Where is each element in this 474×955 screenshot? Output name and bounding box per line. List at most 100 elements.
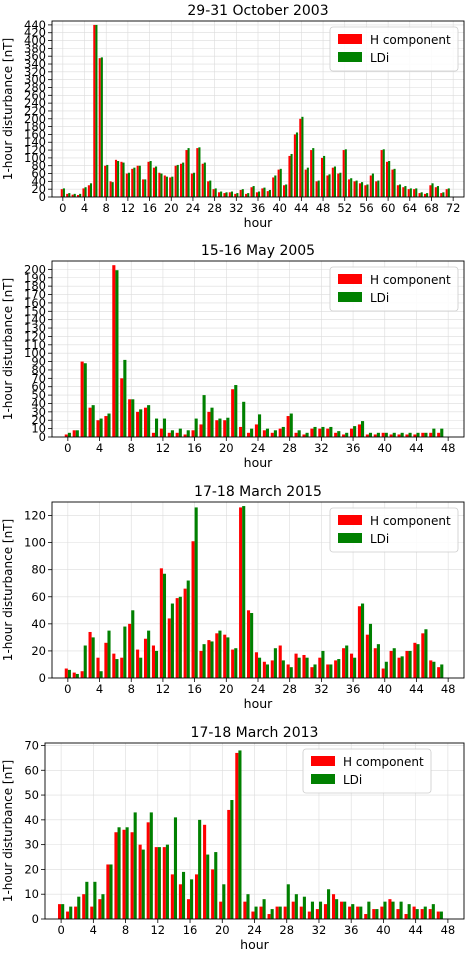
bar-h-component	[87, 185, 90, 197]
y-tick-label: 80	[31, 159, 46, 173]
bar-h-component	[88, 407, 92, 437]
bar-h-component	[413, 434, 417, 437]
bar-ldi	[218, 630, 222, 678]
bar-ldi	[242, 506, 246, 678]
y-axis-label: 1-hour disturbance [nT]	[1, 519, 15, 661]
bar-ldi	[75, 673, 79, 678]
x-tick-label: 8	[103, 201, 110, 215]
bar-h-component	[337, 173, 340, 197]
bar-h-component	[365, 634, 369, 678]
bar-ldi	[133, 812, 137, 919]
bar-h-component	[353, 181, 356, 197]
x-tick-label: 36	[346, 441, 361, 455]
bar-h-component	[217, 192, 221, 197]
x-tick-label: 20	[215, 923, 230, 937]
bar-ldi	[329, 664, 333, 678]
bar-ldi	[202, 395, 206, 437]
bar-h-component	[235, 752, 239, 919]
bar-ldi	[416, 644, 420, 678]
bar-h-component	[326, 664, 330, 678]
legend: H component LDi	[329, 26, 459, 72]
bar-h-component	[162, 847, 166, 919]
y-tick-label: 200	[24, 112, 46, 126]
bar-h-component	[381, 668, 385, 678]
bar-ldi	[198, 819, 202, 919]
x-tick-label: 32	[312, 923, 327, 937]
x-tick-label: 32	[314, 682, 329, 696]
bar-ldi	[99, 671, 103, 678]
bar-ldi	[141, 849, 145, 919]
bar-ldi	[122, 162, 125, 197]
legend: H component LDi	[302, 748, 432, 794]
bar-h-component	[104, 642, 108, 678]
bar-h-component	[412, 906, 416, 919]
bar-h-component	[413, 189, 416, 197]
bar-h-component	[186, 899, 191, 919]
bar-ldi	[335, 899, 339, 919]
bar-ldi	[317, 180, 320, 197]
bar-ldi	[408, 432, 412, 437]
bar-h-component	[396, 185, 399, 197]
bar-h-component	[93, 24, 96, 197]
legend-swatch	[338, 292, 362, 302]
bar-h-component	[199, 424, 203, 437]
bar-h-component	[404, 914, 408, 919]
bar-ldi	[91, 637, 95, 678]
bar-ldi	[281, 426, 285, 437]
y-tick-label: 40	[31, 174, 46, 188]
bar-h-component	[231, 649, 235, 678]
chart-panel: 0 4 8 12 16 20 24 28 32 36 40 44 4801020304050607017…	[1, 725, 465, 952]
legend-swatch	[338, 34, 362, 44]
bar-h-component	[375, 181, 378, 197]
legend-swatch	[338, 274, 362, 284]
bar-h-component	[340, 901, 344, 919]
legend-swatch	[338, 52, 362, 62]
bar-h-component	[112, 653, 116, 678]
bar-ldi	[69, 906, 73, 919]
y-tick-label: 0	[39, 190, 46, 204]
bar-ldi	[273, 430, 277, 437]
bar-h-component	[304, 169, 307, 197]
legend-swatch	[338, 533, 362, 543]
bar-ldi	[377, 180, 380, 197]
bar-ldi	[155, 418, 159, 437]
bar-h-component	[169, 177, 172, 197]
bar-h-component	[96, 657, 100, 678]
x-tick-label: 16	[187, 441, 202, 455]
bar-h-component	[74, 906, 78, 919]
bar-ldi	[359, 906, 363, 919]
bar-h-component	[199, 650, 203, 678]
bar-h-component	[310, 150, 313, 197]
x-tick-label: 16	[187, 682, 202, 696]
bar-h-component	[128, 399, 132, 437]
bar-ldi	[321, 650, 325, 678]
bar-ldi	[202, 644, 206, 678]
y-tick-label: 20	[31, 644, 46, 658]
bar-ldi	[93, 881, 97, 919]
bar-ldi	[382, 149, 385, 197]
bar-h-component	[357, 606, 361, 678]
bar-ldi	[91, 405, 95, 437]
y-axis-label: 1-hour disturbance [nT]	[1, 278, 15, 420]
bar-ldi	[361, 421, 365, 437]
bar-ldi	[125, 827, 129, 919]
bar-ldi	[149, 161, 152, 197]
bar-ldi	[258, 191, 261, 197]
bar-h-component	[302, 654, 306, 678]
bar-h-component	[234, 193, 237, 197]
bar-h-component	[389, 434, 393, 437]
y-tick-label: 0	[32, 912, 39, 926]
x-tick-label: 56	[359, 201, 374, 215]
bar-ldi	[305, 432, 309, 437]
bar-ldi	[384, 661, 388, 678]
bar-ldi	[420, 192, 423, 197]
bar-ldi	[210, 641, 214, 678]
bar-ldi	[262, 899, 266, 919]
bar-h-component	[146, 822, 150, 919]
y-tick-label: 120	[24, 329, 46, 343]
bar-ldi	[139, 657, 143, 678]
bar-ldi	[250, 613, 254, 678]
bar-ldi	[392, 432, 396, 437]
bar-ldi	[162, 573, 167, 678]
bar-ldi	[155, 650, 159, 678]
